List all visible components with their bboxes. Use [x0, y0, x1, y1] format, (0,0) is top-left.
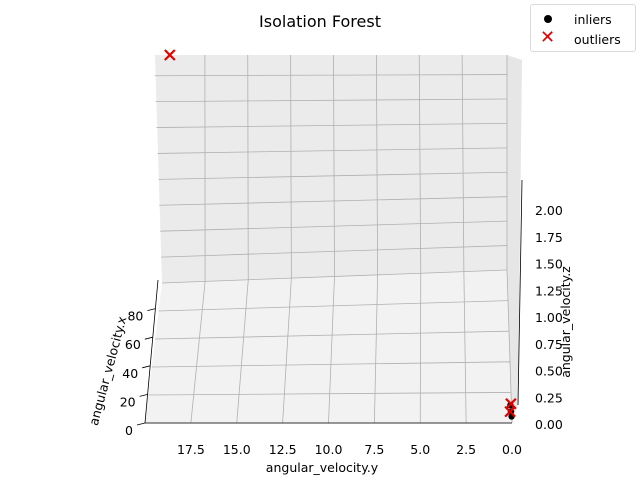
- grid-line: [159, 196, 508, 206]
- y-tick-label: 10.0: [315, 442, 343, 457]
- grid-line: [161, 269, 508, 284]
- x-stroke: [505, 397, 517, 410]
- grid-line: [155, 330, 510, 340]
- z-tick-label: 2.00: [535, 203, 563, 218]
- grid-line: [290, 54, 292, 279]
- z-tick-label: 0.50: [535, 364, 563, 379]
- grid-line: [282, 278, 292, 424]
- side-pane: [507, 55, 522, 423]
- x-tick-mark: [142, 365, 151, 369]
- legend: inliers ✕ outliers: [530, 4, 636, 52]
- grid-line: [158, 300, 509, 312]
- y-tick-label: 2.5: [456, 442, 476, 457]
- x-tick-mark: [139, 394, 148, 397]
- z-tick-label: 0.25: [535, 390, 563, 405]
- grid-line: [419, 273, 422, 424]
- chart-title: Isolation Forest: [259, 12, 381, 31]
- data-points: [164, 49, 517, 420]
- grid-lines: [144, 54, 523, 424]
- grid-line: [151, 361, 511, 368]
- y-tick-label: 7.5: [364, 442, 384, 457]
- x-tick-label: 80: [127, 309, 143, 324]
- grid-line: [158, 171, 508, 180]
- x-stroke: [164, 49, 176, 61]
- grid-line: [463, 271, 467, 424]
- grid-line: [333, 54, 335, 277]
- grid-line: [247, 54, 249, 280]
- x-stroke: [504, 405, 516, 418]
- grid-line: [236, 279, 249, 424]
- y-tick-label: 0.0: [502, 442, 522, 457]
- legend-label: outliers: [574, 31, 621, 47]
- y-tick-label: 17.5: [177, 442, 205, 457]
- z-axis-label: angular_velocity.z: [558, 266, 573, 378]
- dot-marker-icon: [539, 12, 557, 26]
- x-tick-mark: [136, 422, 146, 426]
- x-tick-mark: [147, 308, 156, 311]
- grid-line: [161, 245, 508, 258]
- grid-line: [160, 220, 508, 232]
- x-tick-label: 0: [125, 423, 133, 438]
- z-tick-label: 1.50: [535, 257, 563, 272]
- grid-line: [375, 54, 379, 275]
- x-marker-icon: ✕: [540, 27, 556, 48]
- axis-line-x: [144, 279, 159, 424]
- grid-line: [418, 54, 422, 274]
- outlier-point: [164, 49, 176, 61]
- floor-pane: [145, 270, 512, 423]
- grid-line: [154, 74, 508, 77]
- grid-line: [506, 269, 513, 424]
- z-tick-label: 0.75: [535, 337, 563, 352]
- tick-labels: 17.5 15.0 12.5 10.0 7.5 5.0 2.5 0.00204060800.0…: [120, 203, 563, 457]
- z-tick-label: 1.75: [535, 230, 563, 245]
- y-tick-label: 12.5: [269, 442, 297, 457]
- grid-line: [190, 281, 206, 424]
- outlier-point: [505, 397, 517, 410]
- z-tick-label: 0.00: [535, 417, 563, 432]
- grid-line: [373, 274, 379, 424]
- x-tick-label: 20: [120, 394, 136, 409]
- grid-line: [156, 123, 508, 128]
- legend-label: inliers: [574, 11, 612, 27]
- y-tick-label: 5.0: [410, 442, 430, 457]
- axis-line-z: [517, 179, 523, 406]
- legend-item-inliers: inliers: [539, 10, 612, 28]
- y-axis-label: angular_velocity.y: [266, 460, 379, 475]
- grid-line: [328, 276, 335, 424]
- x-tick-label: 40: [122, 366, 138, 381]
- legend-item-outliers: ✕ outliers: [539, 27, 621, 48]
- back-pane: [155, 55, 507, 283]
- x-tick-mark: [144, 336, 153, 340]
- grid-line: [155, 98, 508, 103]
- y-tick-label: 15.0: [223, 442, 251, 457]
- x-tick-label: 60: [125, 337, 141, 352]
- grid-line: [157, 147, 508, 154]
- z-tick-label: 1.25: [535, 283, 563, 298]
- z-tick-label: 1.00: [535, 310, 563, 325]
- grid-line: [148, 392, 512, 396]
- grid-line: [461, 54, 465, 272]
